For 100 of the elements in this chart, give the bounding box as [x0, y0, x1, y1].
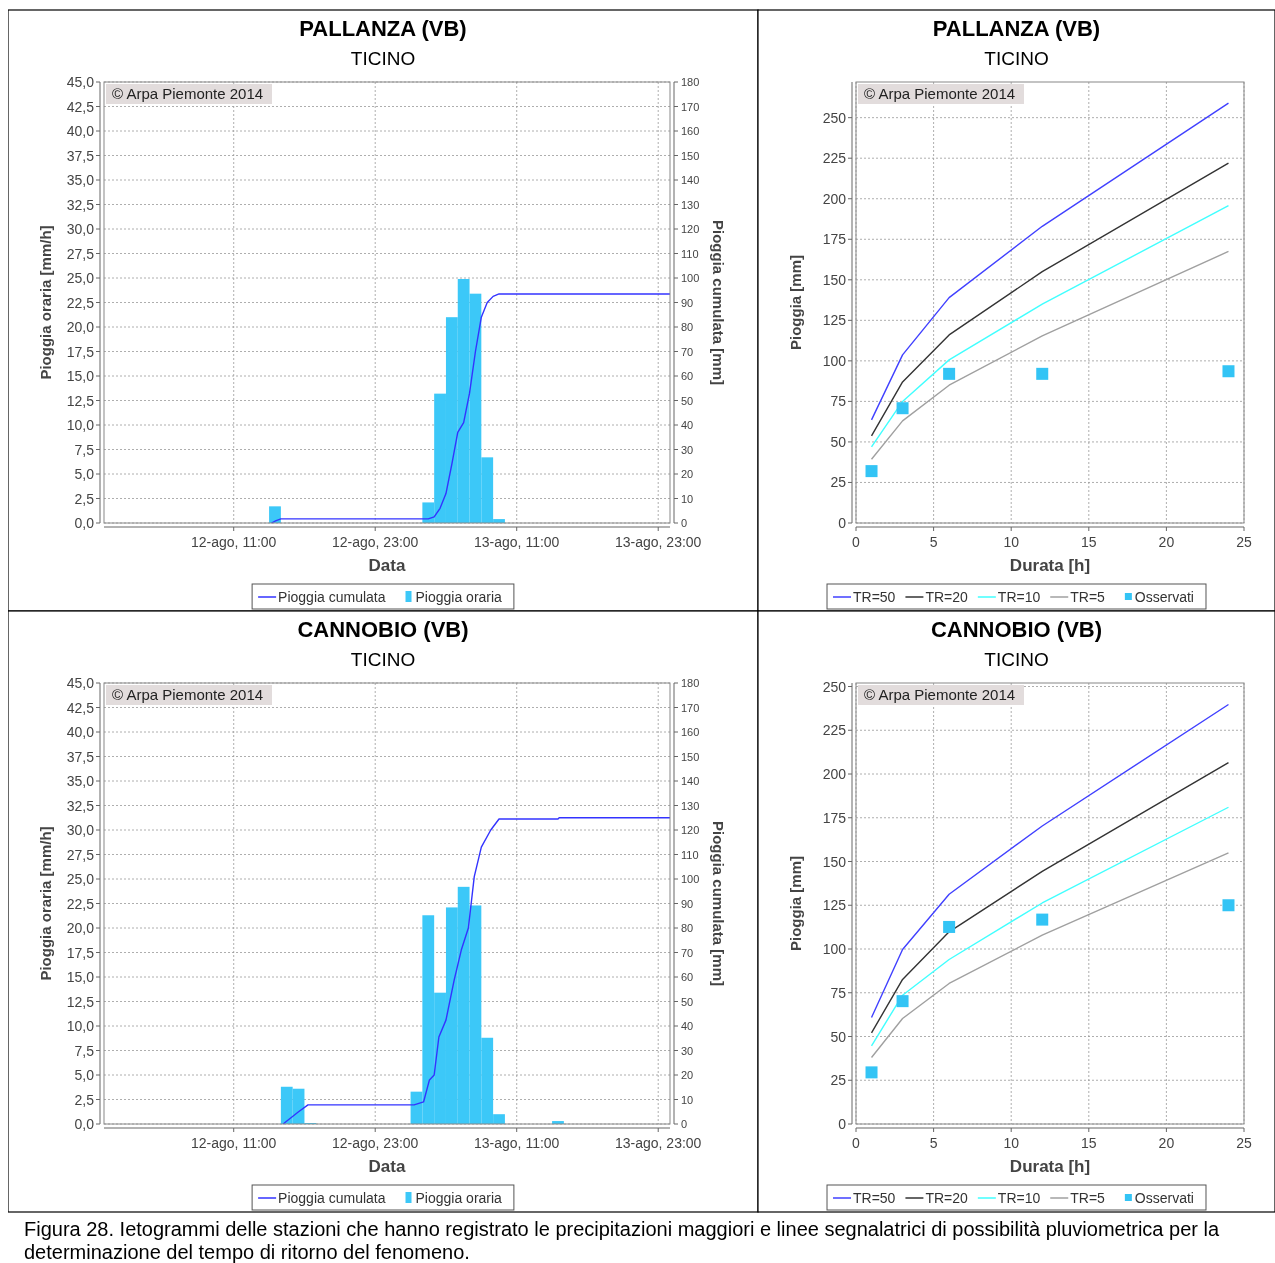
x-tick-label: 12-ago, 23:00: [332, 1135, 419, 1151]
y2-tick-label: 90: [681, 296, 694, 309]
y2-tick-label: 20: [681, 1069, 694, 1081]
y-tick-label: 25,0: [66, 871, 95, 887]
y-tick-label: 5,0: [74, 466, 95, 482]
legend-label: Pioggia oraria: [415, 589, 503, 605]
chart-title: PALLANZA (VB): [299, 16, 467, 41]
y2-tick-label: 130: [681, 799, 700, 812]
y2-tick-label: 30: [681, 443, 694, 456]
y2-tick-label: 170: [681, 100, 700, 113]
y2-tick-label: 40: [681, 1020, 694, 1032]
y2-tick-label: 160: [681, 726, 700, 738]
y-tick-label: 45,0: [66, 74, 95, 90]
legend-label: TR=5: [1070, 1190, 1106, 1206]
y2-tick-label: 0: [681, 1118, 688, 1130]
y2-tick-label: 110: [681, 247, 699, 260]
y-tick-label: 150: [822, 853, 847, 870]
y-axis-title: Pioggia [mm]: [787, 254, 804, 351]
x-axis-title: Durata [h]: [1009, 1157, 1091, 1176]
annotation: © Arpa Piemonte 2014: [864, 85, 1016, 102]
x-tick-label: 15: [1081, 534, 1097, 550]
chart-subtitle: TICINO: [984, 48, 1049, 69]
y-tick-label: 30,0: [66, 221, 95, 237]
y-tick-label: 40,0: [66, 724, 95, 740]
y-tick-label: 7,5: [74, 1042, 95, 1059]
y2-tick-label: 60: [681, 971, 694, 983]
x-tick-label: 10: [1003, 534, 1020, 550]
x-tick-label: 25: [1236, 534, 1252, 550]
chart-subtitle: TICINO: [350, 48, 416, 69]
y-tick-label: 40,0: [66, 123, 95, 139]
y-tick-label: 32,5: [66, 196, 95, 213]
y2-tick-label: 80: [681, 922, 694, 934]
legend-label: Pioggia cumulata: [278, 1190, 386, 1206]
text: Figura 28. Ietogrammi delle stazioni che hanno registrato le precipitazioni maggiori e linee segnalatrici di possibilità pluviometrica per la determinazione del tempo di ritorno del fenomeno.: [24, 1218, 1220, 1263]
y2-tick-label: 30: [681, 1044, 694, 1057]
x-tick-label: 20: [1158, 1135, 1175, 1151]
chart-title: PALLANZA (VB): [932, 16, 1101, 41]
y-tick-label: 0,0: [74, 1116, 95, 1132]
y2-tick-label: 40: [681, 419, 694, 431]
y-tick-label: 100: [822, 941, 847, 957]
y2-tick-label: 80: [681, 321, 694, 333]
y-tick-label: 22,5: [66, 895, 95, 912]
y2-tick-label: 10: [681, 1093, 694, 1106]
x-tick-label: 5: [929, 534, 938, 550]
x-tick-label: 0: [852, 1135, 861, 1151]
y2-tick-label: 100: [681, 873, 700, 885]
y-tick-label: 200: [822, 190, 847, 207]
y-tick-label: 100: [822, 352, 847, 369]
y2-tick-label: 160: [681, 125, 700, 137]
y2-tick-label: 70: [681, 946, 694, 959]
legend-label: TR=20: [925, 589, 969, 605]
y2-tick-label: 110: [681, 848, 699, 861]
legend-label: Osservati: [1134, 1190, 1194, 1206]
y-tick-label: 50: [830, 433, 847, 450]
y-tick-label: 250: [822, 678, 847, 695]
x-tick-label: 5: [929, 1135, 938, 1151]
y2-tick-label: 90: [681, 897, 694, 910]
y-tick-label: 125: [822, 312, 847, 329]
y-axis-title: Pioggia oraria [mm/h]: [37, 225, 54, 380]
y2-tick-label: 170: [681, 701, 700, 714]
y-tick-label: 5,0: [74, 1067, 95, 1083]
y-tick-label: 75: [830, 984, 847, 1001]
x-tick-label: 13-ago, 11:00: [474, 534, 560, 550]
y-tick-label: 10,0: [66, 417, 95, 433]
y2-tick-label: 10: [681, 492, 694, 505]
chart-subtitle: TICINO: [984, 649, 1049, 670]
x-tick-label: 12-ago, 23:00: [332, 534, 419, 550]
y-tick-label: 2,5: [74, 490, 95, 507]
x-tick-label: 12-ago, 11:00: [191, 1135, 277, 1151]
y2-tick-label: 140: [681, 174, 700, 186]
x-tick-label: 12-ago, 11:00: [191, 534, 277, 550]
y2-tick-label: 70: [681, 345, 694, 358]
x-tick-label: 20: [1158, 534, 1175, 550]
y2-tick-label: 60: [681, 370, 694, 382]
y-tick-label: 225: [822, 722, 847, 739]
y2-tick-label: 140: [681, 775, 700, 787]
y-tick-label: 0: [838, 1116, 847, 1132]
y2-tick-label: 130: [681, 198, 700, 211]
x-tick-label: 10: [1003, 1135, 1020, 1151]
y2-tick-label: 100: [681, 272, 700, 284]
legend-label: TR=50: [853, 1190, 896, 1206]
x-tick-label: 15: [1081, 1135, 1097, 1151]
y-tick-label: 12,5: [66, 392, 95, 409]
annotation: © Arpa Piemonte 2014: [112, 686, 264, 703]
y-tick-label: 20,0: [66, 319, 95, 335]
y2-tick-label: 50: [681, 995, 694, 1008]
x-tick-label: 25: [1236, 1135, 1252, 1151]
legend-label: Pioggia cumulata: [278, 589, 386, 605]
y-tick-label: 225: [822, 150, 847, 167]
y2-tick-label: 20: [681, 468, 694, 480]
legend-label: Osservati: [1134, 589, 1194, 605]
y-tick-label: 32,5: [66, 797, 95, 814]
y2-tick-label: 150: [681, 750, 700, 763]
y-tick-label: 42,5: [66, 699, 95, 716]
legend-label: Pioggia oraria: [415, 1190, 503, 1206]
x-tick-label: 13-ago, 23:00: [615, 534, 702, 550]
y-tick-label: 22,5: [66, 294, 95, 311]
y2-tick-label: 120: [681, 824, 700, 836]
y-tick-label: 37,5: [66, 748, 95, 765]
y-tick-label: 20,0: [66, 920, 95, 936]
